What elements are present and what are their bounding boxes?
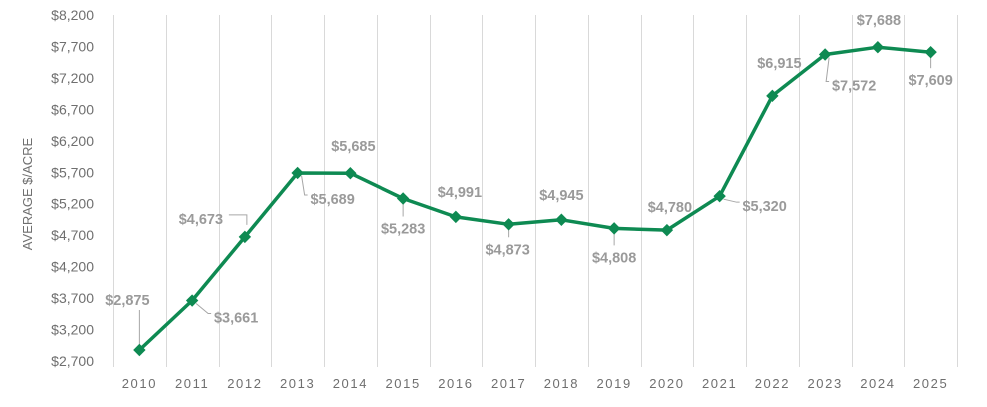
data-point-marker	[344, 167, 357, 180]
data-label: $4,945	[539, 188, 583, 204]
y-axis-ticks: $2,700 $3,200 $3,700 $4,200 $4,700 $5,200 $5,7…	[51, 7, 94, 369]
y-tick-label: $6,200	[51, 133, 94, 149]
data-point-marker	[502, 218, 515, 231]
x-tick-label: 2023	[807, 376, 842, 391]
data-point-marker	[555, 213, 568, 226]
y-tick-label: $8,200	[51, 7, 94, 23]
x-tick-label: 2010	[122, 376, 157, 391]
x-tick-label: 2015	[385, 376, 420, 391]
x-axis-ticks: 2010 2011 2012 2013 2014 2015 2016 2017 2018 2019…	[122, 376, 948, 391]
y-tick-label: $6,700	[51, 101, 94, 117]
x-tick-label: 2018	[544, 376, 579, 391]
data-label: $4,780	[648, 200, 692, 216]
y-tick-label: $4,700	[51, 227, 94, 243]
data-label: $5,689	[310, 192, 354, 208]
data-point-marker	[291, 166, 304, 180]
data-label: $5,320	[742, 199, 786, 215]
data-label: $2,875	[105, 293, 149, 309]
y-tick-label: $7,700	[51, 38, 94, 54]
data-point-marker	[713, 189, 726, 203]
x-tick-label: 2016	[438, 376, 473, 391]
leader-line	[228, 214, 248, 225]
x-tick-label: 2017	[491, 376, 526, 391]
x-tick-label: 2024	[860, 376, 895, 391]
data-label: $4,673	[179, 212, 223, 228]
data-point-marker	[660, 223, 674, 237]
data-labels: $2,875 $3,661 $4,673 $5,689 $5,685 $5,283 $4,9…	[105, 13, 953, 326]
data-point-marker	[766, 89, 779, 103]
y-tick-label: $7,200	[51, 70, 94, 86]
data-point-marker	[924, 45, 937, 59]
data-label: $6,915	[757, 56, 801, 72]
y-tick-label: $3,700	[51, 290, 94, 306]
data-label: $5,283	[381, 222, 425, 238]
leader-line	[301, 175, 308, 196]
series-line	[137, 45, 933, 352]
y-axis-title: AVERAGE $/ACRE	[20, 137, 35, 250]
data-point-marker	[607, 222, 621, 235]
x-tick-label: 2014	[333, 376, 368, 391]
x-tick-label: 2011	[175, 376, 209, 391]
data-label: $7,609	[908, 73, 952, 89]
data-point-marker	[396, 192, 410, 205]
data-point-marker	[818, 48, 832, 61]
data-label: $3,661	[214, 311, 258, 327]
y-tick-label: $5,700	[51, 164, 94, 180]
y-tick-label: $4,200	[51, 259, 94, 275]
data-label: $4,991	[438, 185, 482, 201]
leader-line	[825, 57, 830, 83]
data-point-marker	[133, 343, 146, 357]
leader-line	[723, 198, 740, 203]
y-tick-label: $2,700	[51, 353, 94, 369]
data-markers	[133, 41, 937, 357]
series-line-path	[137, 45, 933, 352]
y-tick-label: $3,200	[51, 322, 94, 338]
gridlines	[113, 15, 958, 367]
data-point-marker	[871, 41, 885, 54]
data-label: $4,873	[485, 242, 529, 258]
x-tick-label: 2025	[913, 376, 948, 391]
data-point-marker	[238, 230, 252, 244]
x-tick-label: 2019	[596, 376, 631, 391]
leader-line	[195, 303, 212, 315]
data-label: $7,572	[832, 79, 876, 95]
x-tick-label: 2021	[702, 376, 737, 391]
x-tick-label: 2020	[649, 376, 684, 391]
label-leader-lines	[138, 57, 932, 345]
data-point-marker	[185, 294, 199, 307]
data-label: $7,688	[857, 13, 901, 29]
data-point-marker	[449, 210, 463, 224]
y-tick-label: $5,200	[51, 196, 94, 212]
x-tick-label: 2012	[227, 376, 262, 391]
x-tick-label: 2022	[755, 376, 790, 391]
x-tick-label: 2013	[280, 376, 315, 391]
data-label: $4,808	[592, 250, 636, 266]
data-label: $5,685	[331, 139, 375, 155]
